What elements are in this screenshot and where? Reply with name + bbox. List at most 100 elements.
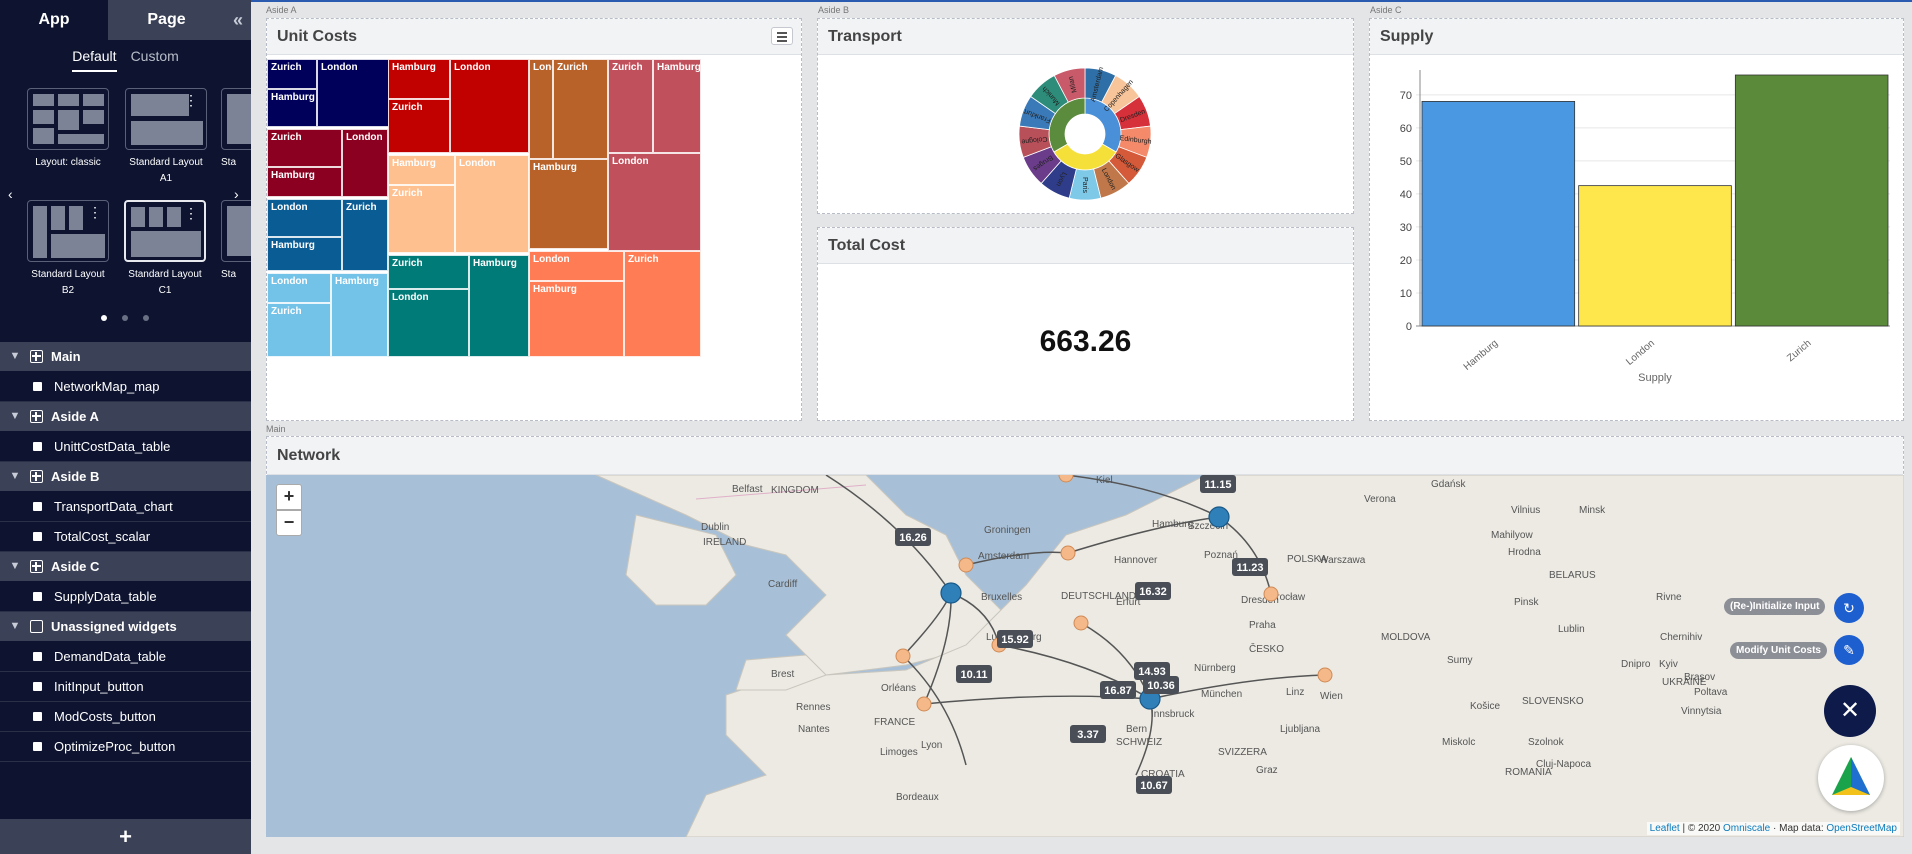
tab-page[interactable]: Page [108, 0, 225, 40]
treemap-tile[interactable]: London [455, 155, 529, 253]
treemap-tile[interactable]: Zurich [553, 59, 608, 159]
leaflet-link[interactable]: Leaflet [1649, 823, 1680, 834]
treemap-tile[interactable]: Hamburg [529, 159, 608, 249]
carousel-dot[interactable] [122, 315, 128, 321]
treemap-tile[interactable]: London [388, 289, 469, 357]
treemap-tile[interactable]: Zurich [388, 185, 455, 253]
zoom-in-button[interactable]: + [276, 484, 302, 510]
treemap-tile[interactable]: Zurich [267, 303, 331, 357]
supply-bar[interactable] [1734, 74, 1889, 327]
tab-app[interactable]: App [0, 0, 108, 40]
supply-node[interactable] [1208, 506, 1230, 528]
network-map[interactable]: KINGDOM Belfast Dublin IRELAND Cardiff Brest R… [266, 475, 1904, 837]
treemap-tile[interactable]: Zurich [388, 255, 469, 289]
osm-link[interactable]: OpenStreetMap [1826, 823, 1897, 834]
supply-bar[interactable] [1578, 185, 1732, 327]
supply-bar[interactable] [1421, 101, 1576, 327]
treemap-tile[interactable]: Hamburg [267, 167, 342, 197]
close-fab-button[interactable]: ✕ [1824, 685, 1876, 737]
attr-mapdata: · Map data: [1770, 823, 1827, 834]
treemap-tile[interactable]: London [529, 251, 624, 281]
widget-item[interactable]: NetworkMap_map [0, 372, 251, 402]
edge-cost-label: 14.93 [1134, 662, 1170, 680]
caret-down-icon[interactable]: ▼ [9, 470, 21, 482]
map-canvas[interactable]: KINGDOM Belfast Dublin IRELAND Cardiff Brest R… [266, 475, 1904, 837]
carousel-next-icon[interactable]: › [234, 186, 239, 202]
treemap-tile[interactable]: Zurich [608, 59, 653, 153]
more-vert-icon[interactable]: ⋮ [184, 205, 198, 221]
widget-item[interactable]: ModCosts_button [0, 702, 251, 732]
carousel-dot[interactable] [143, 315, 149, 321]
treemap-tile[interactable]: London [608, 153, 701, 251]
demand-node[interactable] [958, 557, 974, 573]
treemap-tile[interactable]: London [267, 273, 331, 303]
sunburst-outer-segment[interactable] [1053, 67, 1086, 103]
widget-item[interactable]: DemandData_table [0, 642, 251, 672]
treemap-tile[interactable]: Hamburg [267, 89, 317, 127]
subtab-default[interactable]: Default [72, 48, 117, 72]
edge-label-text: 11.15 [1205, 479, 1232, 491]
demand-node[interactable] [1058, 475, 1074, 483]
treemap-tile[interactable]: Zurich [267, 129, 342, 167]
carousel-prev-icon[interactable]: ‹ [8, 186, 13, 202]
supply-node[interactable] [940, 582, 962, 604]
layout-option[interactable]: Sta [221, 200, 251, 283]
treemap-tile[interactable]: Hamburg [267, 237, 342, 271]
treemap-tile[interactable]: London [529, 59, 553, 159]
collapse-sidebar-icon[interactable]: « [225, 0, 251, 40]
menu-icon[interactable] [771, 27, 793, 45]
more-vert-icon[interactable]: ⋮ [88, 204, 102, 220]
carousel-dot-active[interactable] [101, 315, 107, 321]
treemap-tile[interactable]: Hamburg [388, 59, 450, 99]
layout-option[interactable]: ⋮ Standard Layout C1 [124, 200, 206, 299]
more-vert-icon[interactable]: ⋮ [184, 92, 198, 108]
layout-option[interactable]: ⋮ Standard Layout B2 [27, 200, 109, 299]
layout-option[interactable]: Layout: classic [27, 88, 109, 171]
treemap-tile[interactable]: Zurich [388, 99, 450, 153]
treemap-tile[interactable]: Hamburg [529, 281, 624, 357]
layout-option[interactable]: Sta [221, 88, 251, 171]
caret-down-icon[interactable]: ▼ [9, 350, 21, 362]
caret-down-icon[interactable]: ▼ [9, 410, 21, 422]
map-place-label: MOLDOVA [1381, 632, 1431, 643]
refresh-icon[interactable]: ↻ [1834, 593, 1864, 623]
group-main[interactable]: ▼ Main [0, 342, 251, 371]
treemap-tile[interactable]: London [450, 59, 529, 153]
treemap-tile[interactable]: London [342, 129, 388, 197]
app-logo-button[interactable] [1818, 745, 1884, 811]
treemap-tile[interactable]: Hamburg [469, 255, 529, 357]
widget-item[interactable]: TransportData_chart [0, 492, 251, 522]
edit-icon[interactable]: ✎ [1834, 635, 1864, 665]
treemap-tile[interactable]: Hamburg [388, 155, 455, 185]
group-aside-a[interactable]: ▼ Aside A [0, 402, 251, 431]
widget-item[interactable]: InitInput_button [0, 672, 251, 702]
treemap-tile[interactable]: London [267, 199, 342, 237]
group-aside-b[interactable]: ▼ Aside B [0, 462, 251, 491]
demand-node[interactable] [1060, 545, 1076, 561]
demand-node[interactable] [916, 696, 932, 712]
widget-item[interactable]: OptimizeProc_button [0, 732, 251, 762]
treemap-tile[interactable]: Hamburg [653, 59, 701, 153]
widget-item[interactable]: SupplyData_table [0, 582, 251, 612]
zoom-out-button[interactable]: − [276, 510, 302, 536]
treemap-tile[interactable]: Hamburg [331, 273, 388, 357]
group-label: Aside C [51, 559, 100, 574]
widget-item[interactable]: TotalCost_scalar [0, 522, 251, 552]
add-widget-button[interactable]: + [0, 819, 251, 854]
caret-down-icon[interactable]: ▼ [9, 620, 21, 632]
demand-node[interactable] [895, 648, 911, 664]
treemap-tile[interactable]: Zurich [342, 199, 388, 271]
demand-node[interactable] [1073, 615, 1089, 631]
caret-down-icon[interactable]: ▼ [9, 560, 21, 572]
omniscale-link[interactable]: Omniscale [1723, 823, 1771, 834]
treemap-tile[interactable]: Zurich [624, 251, 701, 357]
subtab-custom[interactable]: Custom [130, 48, 179, 64]
demand-node[interactable] [1317, 667, 1333, 683]
group-aside-c[interactable]: ▼ Aside C [0, 552, 251, 581]
widget-item[interactable]: UnittCostData_table [0, 432, 251, 462]
layout-option[interactable]: ⋮ Standard Layout A1 [125, 88, 207, 187]
treemap-tile[interactable]: Zurich [267, 59, 317, 89]
group-unassigned[interactable]: ▼ Unassigned widgets [0, 612, 251, 641]
demand-node[interactable] [1263, 586, 1279, 602]
widget-label: SupplyData_table [54, 588, 157, 604]
